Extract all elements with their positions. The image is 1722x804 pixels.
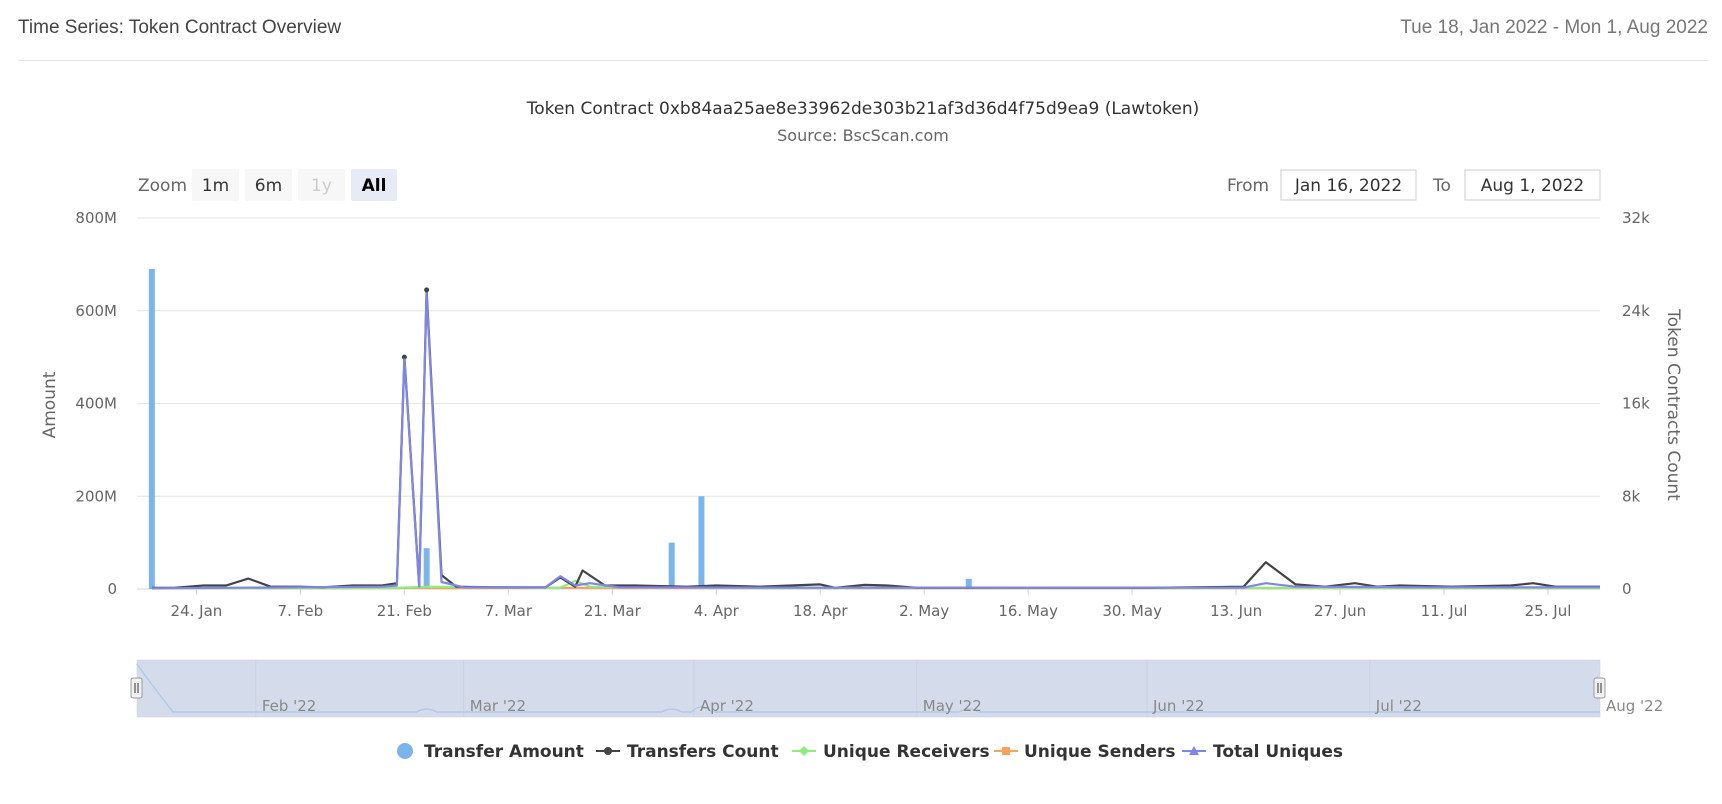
y-axis-ticks: 0 0 200M 8k 400M 16k 600M 24k 800M 32k — [75, 209, 1650, 598]
navigator-handle-right[interactable] — [1593, 677, 1606, 699]
legend-item-transfer-amount[interactable]: Transfer Amount — [397, 742, 584, 762]
line-series — [151, 287, 1601, 590]
page-title: Time Series: Token Contract Overview — [18, 17, 342, 38]
navigator-month-label: May '22 — [923, 697, 982, 715]
x-tick-label: 4. Apr — [694, 602, 740, 620]
navigator-month-label: Jul '22 — [1375, 697, 1422, 715]
y-left-tick-label: 0 — [107, 580, 117, 598]
y-left-tick-label: 800M — [75, 209, 117, 227]
navigator-labels: Feb '22 Mar '22 Apr '22 May '22 Jun '22 Jul '… — [262, 697, 1663, 715]
zoom-button-6m-label: 6m — [255, 176, 282, 196]
navigator-month-label: Mar '22 — [470, 697, 526, 715]
navigator-month-label: Apr '22 — [700, 697, 754, 715]
transfers-count-line[interactable] — [151, 288, 1600, 589]
navigator: Feb '22 Mar '22 Apr '22 May '22 Jun '22 Jul '… — [130, 659, 1663, 718]
legend-item-unique-receivers[interactable]: Unique Receivers — [792, 742, 990, 762]
y-axis-right-title: Token Contracts Count — [1663, 308, 1683, 501]
zoom-button-1m-label: 1m — [202, 176, 229, 196]
transfer-amount-bar[interactable] — [148, 269, 155, 589]
zoom-label: Zoom — [138, 176, 187, 196]
transfer-amount-series — [148, 269, 972, 589]
to-date-value: Aug 1, 2022 — [1481, 176, 1585, 196]
page-header: Time Series: Token Contract Overview Tue… — [0, 0, 1722, 62]
transfers-count-point[interactable] — [401, 354, 407, 360]
x-tick-label: 7. Feb — [278, 602, 324, 620]
legend-label-transfer-amount: Transfer Amount — [424, 742, 584, 762]
transfer-amount-bar[interactable] — [965, 578, 972, 589]
y-right-tick-label: 16k — [1622, 395, 1650, 413]
legend-label-total-uniques: Total Uniques — [1213, 742, 1343, 762]
range-selector: Zoom 1m 6m 1y All From Jan 16, 2022 To A… — [138, 169, 1601, 201]
x-tick-label: 21. Feb — [377, 602, 432, 620]
legend-item-total-uniques[interactable]: Total Uniques — [1182, 742, 1343, 762]
x-tick-label: 24. Jan — [171, 602, 223, 620]
navigator-month-label: Aug '22 — [1606, 697, 1663, 715]
to-date-input[interactable]: Aug 1, 2022 — [1464, 169, 1601, 201]
legend-symbol-unique-receivers — [799, 746, 809, 756]
transfer-amount-bar[interactable] — [423, 548, 430, 589]
legend-label-unique-receivers: Unique Receivers — [823, 742, 990, 762]
y-left-tick-label: 600M — [75, 302, 117, 320]
x-tick-label: 13. Jun — [1210, 602, 1262, 620]
y-left-tick-label: 400M — [75, 395, 117, 413]
legend-symbol-transfer-amount — [397, 743, 413, 759]
zoom-button-1y-label: 1y — [311, 176, 332, 196]
zoom-button-all[interactable]: All — [351, 169, 397, 201]
x-tick-label: 30. May — [1102, 602, 1162, 620]
legend-item-unique-senders[interactable]: Unique Senders — [994, 742, 1176, 762]
chart-legend: Transfer Amount Transfers Count Unique R… — [397, 742, 1343, 762]
legend-label-transfers-count: Transfers Count — [627, 742, 779, 762]
y-right-tick-label: 24k — [1622, 302, 1650, 320]
grid-lines — [137, 217, 1600, 590]
y-right-tick-label: 32k — [1622, 209, 1650, 227]
y-left-tick-label: 200M — [75, 487, 117, 505]
x-tick-label: 7. Mar — [485, 602, 533, 620]
transfer-amount-bar[interactable] — [698, 496, 705, 589]
from-label: From — [1227, 176, 1269, 196]
legend-symbol-transfers-count — [604, 747, 612, 755]
x-tick-label: 16. May — [998, 602, 1058, 620]
legend-symbol-unique-senders — [1002, 747, 1010, 755]
header-date-range: Tue 18, Jan 2022 - Mon 1, Aug 2022 — [1400, 17, 1708, 38]
y-right-tick-label: 0 — [1622, 580, 1632, 598]
header-divider — [18, 60, 1708, 61]
legend-symbol-total-uniques — [1189, 746, 1199, 755]
y-right-tick-label: 8k — [1622, 487, 1641, 505]
x-tick-label: 21. Mar — [584, 602, 642, 620]
y-axis-left-title: Amount — [40, 371, 60, 438]
legend-label-unique-senders: Unique Senders — [1024, 742, 1176, 762]
zoom-button-all-label: All — [362, 176, 387, 196]
navigator-month-label: Feb '22 — [262, 697, 317, 715]
chart-title: Token Contract 0xb84aa25ae8e33962de303b2… — [526, 99, 1200, 119]
legend-item-transfers-count[interactable]: Transfers Count — [596, 742, 779, 762]
total-uniques-line[interactable] — [151, 292, 1600, 590]
to-label: To — [1432, 176, 1451, 196]
x-tick-label: 18. Apr — [793, 602, 848, 620]
navigator-selected-range[interactable] — [137, 660, 1600, 717]
transfers-count-point[interactable] — [424, 287, 430, 293]
navigator-handle-left[interactable] — [130, 677, 143, 699]
transfer-amount-bar[interactable] — [668, 542, 675, 589]
navigator-month-label: Jun '22 — [1152, 697, 1204, 715]
x-axis-ticks: 24. Jan 7. Feb 21. Feb 7. Mar 21. Mar 4. Apr 1… — [171, 589, 1572, 620]
x-tick-label: 11. Jul — [1421, 602, 1468, 620]
x-tick-label: 2. May — [899, 602, 949, 620]
from-date-input[interactable]: Jan 16, 2022 — [1280, 169, 1417, 201]
zoom-button-1m[interactable]: 1m — [192, 169, 239, 201]
from-date-value: Jan 16, 2022 — [1294, 176, 1402, 196]
zoom-button-1y[interactable]: 1y — [298, 169, 345, 201]
x-tick-label: 25. Jul — [1525, 602, 1572, 620]
x-tick-label: 27. Jun — [1314, 602, 1366, 620]
zoom-button-6m[interactable]: 6m — [245, 169, 292, 201]
chart-subtitle: Source: BscScan.com — [777, 126, 949, 145]
